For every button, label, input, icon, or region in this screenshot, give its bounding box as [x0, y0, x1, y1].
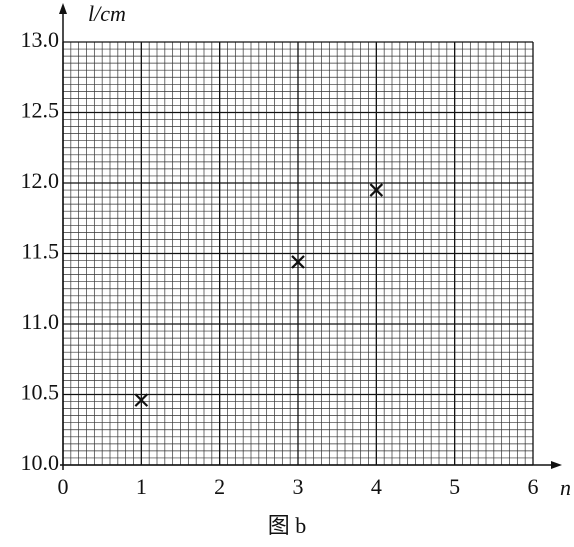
x-tick-label: 5: [449, 474, 460, 499]
caption: 图 b: [268, 513, 307, 538]
x-tick-label: 4: [371, 474, 382, 499]
x-tick-label: 1: [136, 474, 147, 499]
x-tick-label: 3: [293, 474, 304, 499]
x-tick-label: 0: [58, 474, 69, 499]
y-tick-label: 11.0: [21, 309, 59, 334]
y-axis-label: l/cm: [88, 1, 126, 26]
y-tick-label: 12.5: [21, 98, 60, 123]
y-tick-label: 13.0: [21, 27, 60, 52]
point-marker: [291, 255, 305, 269]
x-tick-label: 2: [214, 474, 225, 499]
y-tick-label: 12.0: [21, 168, 60, 193]
point-marker: [369, 183, 384, 197]
y-arrow: [59, 3, 67, 14]
y-tick-label: 10.0: [21, 450, 60, 475]
y-tick-label: 11.5: [21, 239, 59, 264]
point-marker: [134, 393, 149, 407]
x-axis-label: n: [560, 475, 571, 500]
x-arrow: [551, 461, 562, 469]
y-tick-label: 10.5: [21, 380, 60, 405]
x-tick-label: 6: [528, 474, 539, 499]
